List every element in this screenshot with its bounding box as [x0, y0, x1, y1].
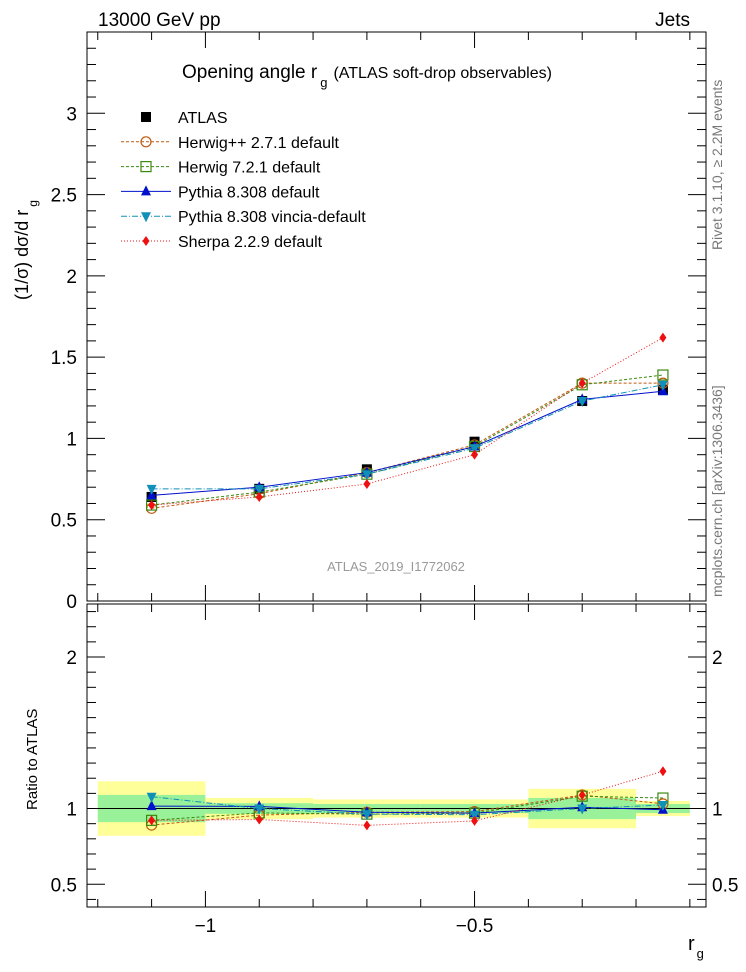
ratio-point-sherpa-2-2-9-default — [148, 815, 156, 826]
ratio-y-tick-label-right: 0.5 — [712, 875, 738, 896]
data-point-pythia-8-308-vincia-default — [577, 397, 588, 408]
legend-label: Herwig 7.2.1 default — [178, 160, 321, 177]
main-plot-frame — [86, 31, 707, 602]
main-y-tick-label: 3 — [66, 104, 77, 125]
ratio-y-tick-label-right: 2 — [712, 648, 723, 669]
legend-marker — [141, 112, 151, 122]
data-point-pythia-8-308-vincia-default — [469, 444, 480, 455]
data-point-pythia-8-308-vincia-default — [657, 380, 668, 391]
ratio-point-pythia-8-308-vincia-default — [469, 810, 480, 821]
legend-marker — [141, 185, 151, 196]
ratio-y-tick-label: 1 — [66, 800, 77, 821]
data-point-sherpa-2-2-9-default — [363, 478, 371, 489]
data-point-herwig-7-2-1-default — [657, 369, 669, 381]
ratio-plot-frame — [86, 603, 707, 908]
series-layer — [145, 332, 669, 831]
legend-marker — [140, 161, 152, 173]
data-point-sherpa-2-2-9-default — [255, 491, 263, 502]
legend-label: Sherpa 2.2.9 default — [178, 234, 323, 251]
y-axis-label-ratio: Ratio to ATLAS — [24, 709, 41, 810]
data-point-sherpa-2-2-9-default — [659, 332, 667, 343]
main-y-tick-label: 0.5 — [51, 511, 77, 532]
header-right: Jets — [655, 10, 690, 31]
ratio-point-sherpa-2-2-9-default — [659, 766, 667, 777]
frames-and-ticks: −1 −0.5 0 0.5 1 1.5 2 2.5 3 0.5 0.5 1 1 2 2 — [51, 31, 738, 937]
y-axis-label-main: (1/σ) dσ/d rg — [12, 200, 40, 300]
main-y-tick-label: 2 — [66, 267, 77, 288]
ratio-y-tick-label-right: 1 — [712, 800, 723, 821]
main-y-tick-label: 1 — [66, 429, 77, 450]
ratio-point-sherpa-2-2-9-default — [363, 820, 371, 831]
data-point-sherpa-2-2-9-default — [578, 378, 586, 389]
ratio-point-sherpa-2-2-9-default — [471, 815, 479, 826]
ratio-point-pythia-8-308-vincia-default — [146, 792, 157, 803]
data-point-sherpa-2-2-9-default — [148, 500, 156, 511]
main-y-tick-label: 1.5 — [51, 348, 77, 369]
header-left: 13000 GeV pp — [98, 10, 221, 31]
ratio-line-sherpa-2-2-9-default — [151, 770, 664, 826]
ratio-point-sherpa-2-2-9-default — [255, 814, 263, 825]
ratio-line-herwig-7-2-1-default — [151, 795, 663, 821]
x-tick-label: −1 — [195, 916, 217, 937]
watermark: ATLAS_2019_I1772062 — [327, 559, 465, 574]
series-line-sherpa-2-2-9-default — [151, 337, 664, 506]
ratio-point-pythia-8-308-vincia-default — [254, 804, 265, 815]
legend-label: Pythia 8.308 vincia-default — [178, 209, 366, 226]
series-line-herwig-7-2-1-default — [151, 374, 663, 506]
legend-label: Herwig++ 2.7.1 default — [178, 135, 340, 152]
ratio-y-tick-label: 2 — [66, 648, 77, 669]
legend-marker — [140, 136, 152, 148]
main-y-tick-label: 2.5 — [51, 186, 77, 207]
ratio-line-pythia-8-308-vincia-default — [151, 796, 663, 816]
legend-marker — [142, 236, 150, 246]
side-label-bottom: mcplots.cern.ch [arXiv:1306.3436] — [709, 385, 725, 597]
main-y-tick-label: 0 — [66, 592, 77, 613]
x-tick-label: −0.5 — [456, 916, 494, 937]
chart-title: Opening angle r g(ATLAS soft-drop observa… — [182, 62, 552, 90]
series-line-pythia-8-308-default — [151, 390, 663, 496]
ratio-y-tick-label: 0.5 — [51, 875, 77, 896]
ratio-point-pythia-8-308-vincia-default — [657, 801, 668, 812]
legend-label: Pythia 8.308 default — [178, 184, 320, 201]
data-point-sherpa-2-2-9-default — [471, 449, 479, 460]
ratio-point-pythia-8-308-default — [146, 800, 157, 811]
ratio-point-pythia-8-308-vincia-default — [577, 804, 588, 815]
data-point-pythia-8-308-vincia-default — [146, 484, 157, 495]
side-label-top: Rivet 3.1.10, ≥ 2.2M events — [709, 80, 725, 250]
data-point-pythia-8-308-vincia-default — [361, 470, 372, 481]
legend-marker — [141, 212, 151, 223]
legend: ATLAS Herwig++ 2.7.1 default Herwig 7.2.1 … — [121, 110, 366, 251]
legend-label: ATLAS — [178, 110, 228, 127]
series-line-pythia-8-308-vincia-default — [151, 384, 664, 490]
ratio-point-sherpa-2-2-9-default — [578, 789, 586, 800]
data-point-pythia-8-308-vincia-default — [254, 484, 265, 495]
ratio-point-pythia-8-308-vincia-default — [361, 810, 372, 821]
